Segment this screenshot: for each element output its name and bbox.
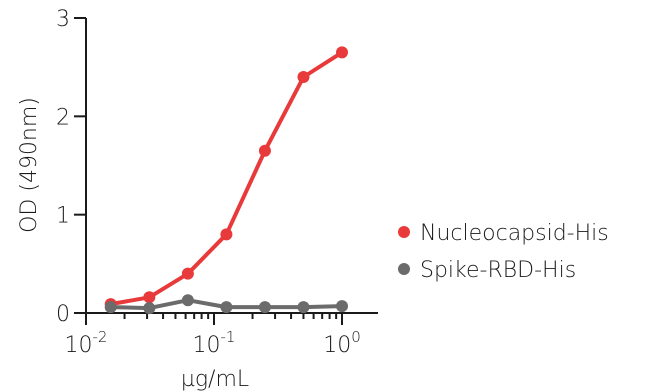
x-tick-label: 10-2 [65, 328, 108, 358]
data-point-nucleocapsid-his [220, 228, 233, 241]
y-tick-label: 3 [56, 7, 70, 32]
y-tick-label: 1 [56, 204, 70, 229]
data-point-spike-rbd-his [143, 302, 156, 315]
x-ticks: 10-2 10-1 100 [65, 313, 361, 358]
x-tick-exponent: -1 [221, 328, 236, 346]
x-tick-label: 100 [323, 328, 361, 358]
data-point-spike-rbd-his [220, 301, 233, 314]
data-point-nucleocapsid-his [258, 144, 271, 157]
x-axis-title: µg/mL [181, 367, 249, 392]
data-point-nucleocapsid-his [181, 267, 194, 280]
data-point-nucleocapsid-his [297, 71, 310, 83]
legend-label: Spike-RBD-His [420, 258, 576, 283]
y-tick-label: 2 [56, 105, 70, 130]
data-point-spike-rbd-his [336, 300, 348, 313]
data-point-spike-rbd-his [258, 301, 271, 314]
axes [85, 18, 378, 314]
y-ticks: 0 1 2 3 [56, 7, 86, 327]
data-point-spike-rbd-his [297, 301, 310, 314]
series-line-nucleocapsid-his [110, 50, 344, 307]
data-point-spike-rbd-his [104, 301, 117, 314]
legend-marker-spike-rbd-his [398, 263, 410, 275]
data-point-spike-rbd-his [181, 294, 194, 307]
y-tick-label: 0 [56, 302, 70, 327]
legend-label: Nucleocapsid-His [420, 221, 609, 246]
series-layer [104, 46, 348, 315]
y-axis-title: OD (490nm) [17, 97, 42, 233]
data-point-nucleocapsid-his [143, 291, 156, 304]
x-tick-exponent: -2 [93, 328, 108, 346]
data-point-nucleocapsid-his [336, 46, 348, 59]
legend-marker-nucleocapsid-his [398, 226, 410, 238]
x-tick-base: 10 [193, 333, 221, 358]
x-tick-label: 10-1 [193, 328, 236, 358]
x-tick-base: 10 [65, 333, 93, 358]
x-tick-base: 10 [323, 333, 351, 358]
legend: Nucleocapsid-His Spike-RBD-His [398, 221, 609, 283]
x-tick-exponent: 0 [351, 328, 361, 346]
